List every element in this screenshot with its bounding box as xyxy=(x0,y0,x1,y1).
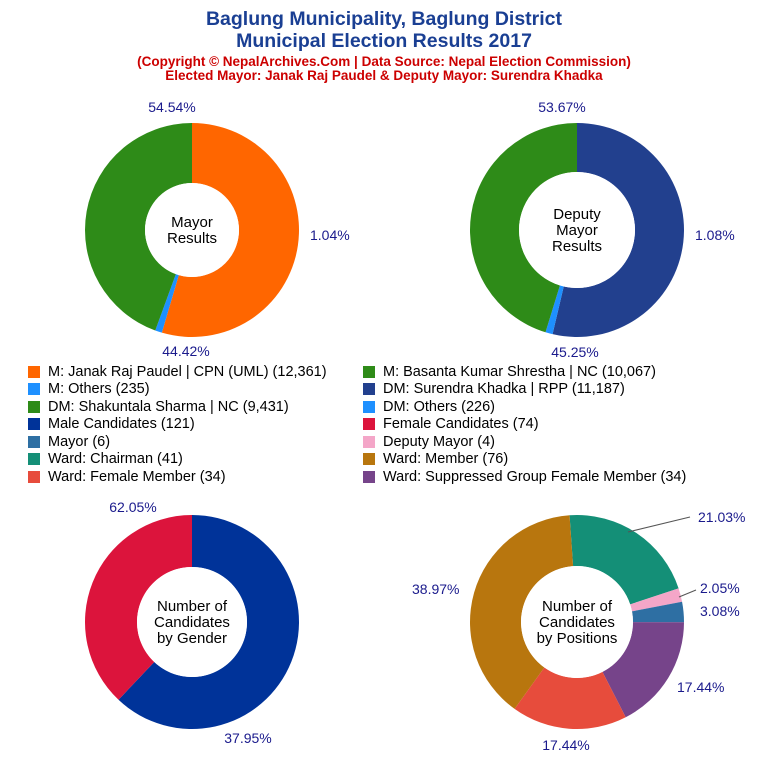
donut-center-label: Number of xyxy=(157,598,228,615)
donut-center-label: by Positions xyxy=(537,630,618,647)
donut-hole xyxy=(145,183,239,277)
data-label: 17.44% xyxy=(677,679,724,695)
leader-line xyxy=(627,516,691,533)
donut-slice xyxy=(602,622,684,718)
donut-slice xyxy=(470,515,574,709)
chart-subtitle-source: (Copyright © NepalArchives.Com | Data So… xyxy=(137,54,631,69)
donut-center-label: Number of xyxy=(542,598,613,615)
data-label: 45.25% xyxy=(551,344,598,360)
donut-slice xyxy=(85,515,192,700)
donut-slice xyxy=(552,123,685,337)
data-label: 37.95% xyxy=(224,730,271,746)
data-label: 44.42% xyxy=(162,343,209,359)
donut-slice xyxy=(118,515,300,729)
donut-slice xyxy=(469,123,577,333)
donut-center-label: Candidates xyxy=(154,614,230,631)
chart-title-line1: Baglung Municipality, Baglung District xyxy=(205,8,563,30)
data-label: 62.05% xyxy=(109,499,156,515)
donut-slice xyxy=(161,123,300,337)
donut-center-label: Results xyxy=(552,238,602,255)
data-label: 1.04% xyxy=(310,227,350,243)
donut-center-label: Results xyxy=(167,230,217,247)
donut-slice xyxy=(569,515,679,605)
donut-slice xyxy=(85,123,192,331)
donut-slice xyxy=(631,601,684,623)
leader-line xyxy=(678,589,697,598)
data-label: 21.03% xyxy=(698,509,745,525)
donut-center-label: Candidates xyxy=(539,614,615,631)
data-label: 1.08% xyxy=(695,227,735,243)
donut-slice xyxy=(545,285,564,335)
donut-slice xyxy=(155,274,179,333)
data-label: 54.54% xyxy=(148,99,195,115)
donut-hole xyxy=(519,172,635,288)
donut-center-label: by Gender xyxy=(157,630,227,647)
data-label: 3.08% xyxy=(700,603,740,619)
chart-subtitle-elected: Elected Mayor: Janak Raj Paudel & Deputy… xyxy=(165,68,603,83)
data-label: 17.44% xyxy=(542,737,589,753)
donut-hole xyxy=(137,567,247,677)
donut-hole xyxy=(521,566,633,678)
donut-slice xyxy=(630,588,683,612)
chart-title-line2: Municipal Election Results 2017 xyxy=(236,30,532,52)
donut-center-label: Mayor xyxy=(556,222,598,239)
donut-center-label: Mayor xyxy=(171,214,213,231)
data-label: 38.97% xyxy=(412,581,459,597)
donut-slice xyxy=(514,667,626,729)
data-label: 53.67% xyxy=(538,99,585,115)
data-label: 2.05% xyxy=(700,580,740,596)
chart-header: Baglung Municipality, Baglung District M… xyxy=(0,0,768,83)
donut-center-label: Deputy xyxy=(553,206,601,223)
